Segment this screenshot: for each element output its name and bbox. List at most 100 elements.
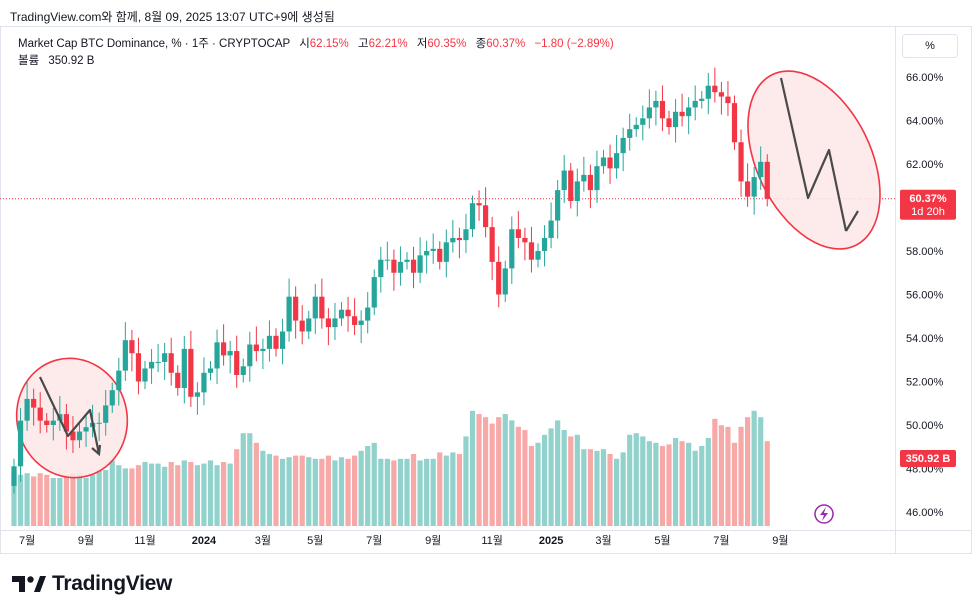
close-value: 60.37% <box>486 38 526 50</box>
candle <box>227 340 233 374</box>
volume-bar <box>358 450 364 526</box>
candle <box>699 91 705 109</box>
candle <box>83 414 89 447</box>
candle <box>672 98 679 143</box>
volume-bar <box>90 474 96 526</box>
candle <box>548 202 554 249</box>
candle <box>135 337 142 395</box>
volume-bar <box>502 414 508 526</box>
candle <box>129 329 135 372</box>
time-axis: 7월 9월 11월 2024 3월 5월 7월 9월 11월 2025 3월 5월 7월 9월 <box>19 534 788 547</box>
candle <box>286 278 292 342</box>
candle <box>692 85 698 121</box>
candle <box>600 149 607 174</box>
open-value: 62.15% <box>309 38 349 50</box>
percent-scale-button[interactable]: % <box>902 34 958 58</box>
candle <box>509 216 515 284</box>
candle <box>627 113 633 151</box>
candle <box>712 67 718 103</box>
volume-bar <box>686 442 692 526</box>
candle <box>594 150 600 203</box>
candle <box>273 328 279 357</box>
volume-bar <box>496 417 502 526</box>
candlestick-chart[interactable]: 66.00%64.00%62.00%60.00%58.00%56.00%54.0… <box>0 26 972 554</box>
candle <box>463 213 469 253</box>
volume-bar <box>718 425 724 526</box>
candle <box>535 243 541 268</box>
chart-area[interactable]: 66.00%64.00%62.00%60.00%58.00%56.00%54.0… <box>0 26 972 554</box>
volume-bar <box>57 478 63 526</box>
candle <box>332 302 338 340</box>
candle <box>103 389 109 436</box>
candle <box>764 154 770 207</box>
candle <box>266 320 273 362</box>
lightning-icon[interactable] <box>814 504 834 524</box>
candle <box>293 286 299 339</box>
candle <box>496 246 502 308</box>
volume-bar <box>319 458 325 526</box>
candle <box>181 336 187 404</box>
candle <box>116 357 122 406</box>
x-tick-label: 7월 <box>713 534 729 547</box>
volume-bar <box>247 433 253 526</box>
candle <box>541 225 548 267</box>
candle <box>24 380 30 431</box>
candle <box>221 324 227 366</box>
symbol-title[interactable]: Market Cap BTC Dominance, % · 1주 · CRYPT… <box>18 38 290 50</box>
candles <box>11 67 770 494</box>
candle <box>234 335 240 388</box>
candle <box>397 246 404 286</box>
candle <box>679 93 685 127</box>
candle <box>751 166 757 215</box>
volume-bar <box>24 473 30 526</box>
volume-bar <box>338 457 345 526</box>
volume-bar <box>600 449 607 526</box>
volume-bar <box>581 449 587 526</box>
candle <box>44 413 50 433</box>
x-tick-label: 5월 <box>307 534 323 547</box>
header-caption: TradingView.com와 함께, 8월 09, 2025 13:07 U… <box>10 10 335 24</box>
candle <box>515 211 521 249</box>
candle <box>745 163 751 207</box>
volume-bar <box>653 442 659 526</box>
candle <box>659 85 666 132</box>
candle <box>430 233 436 264</box>
candle <box>260 338 266 370</box>
volume-bar <box>384 458 390 526</box>
candle <box>122 322 128 381</box>
current-price-value: 60.37% <box>909 193 947 205</box>
candle <box>758 146 764 190</box>
y-tick-label: 58.00% <box>906 246 944 258</box>
volume-value: 350.92 B <box>48 55 95 67</box>
candle <box>653 90 659 126</box>
volume-bar <box>325 455 331 526</box>
volume-bar <box>607 454 613 526</box>
x-tick-label: 2024 <box>192 535 217 547</box>
y-tick-label: 66.00% <box>906 72 944 84</box>
y-tick-label: 50.00% <box>906 420 944 432</box>
candle <box>443 229 449 278</box>
candle <box>640 105 646 141</box>
tradingview-logo[interactable]: TradingView <box>12 572 172 596</box>
volume-bar <box>646 441 652 526</box>
volume-bar <box>404 458 410 526</box>
volume-bar <box>17 474 24 526</box>
x-tick-label: 2025 <box>539 535 563 547</box>
volume-bar <box>430 458 436 526</box>
candle <box>194 382 200 415</box>
volume-bar <box>44 474 50 526</box>
candle <box>96 412 102 441</box>
volume-badge: 350.92 B <box>900 450 956 467</box>
volume-bar <box>397 458 404 526</box>
x-tick-label: 9월 <box>78 534 94 547</box>
volume-bar <box>725 426 731 526</box>
volume-bar <box>63 474 69 526</box>
volume-bar <box>489 423 495 526</box>
x-tick-label: 3월 <box>255 534 271 547</box>
price-axis: 66.00%64.00%62.00%60.00%58.00%56.00%54.0… <box>906 72 944 519</box>
candle <box>11 458 17 494</box>
volume-bar <box>424 458 430 526</box>
candle <box>725 81 731 116</box>
candle <box>522 227 528 261</box>
x-tick-label: 7월 <box>19 534 35 547</box>
